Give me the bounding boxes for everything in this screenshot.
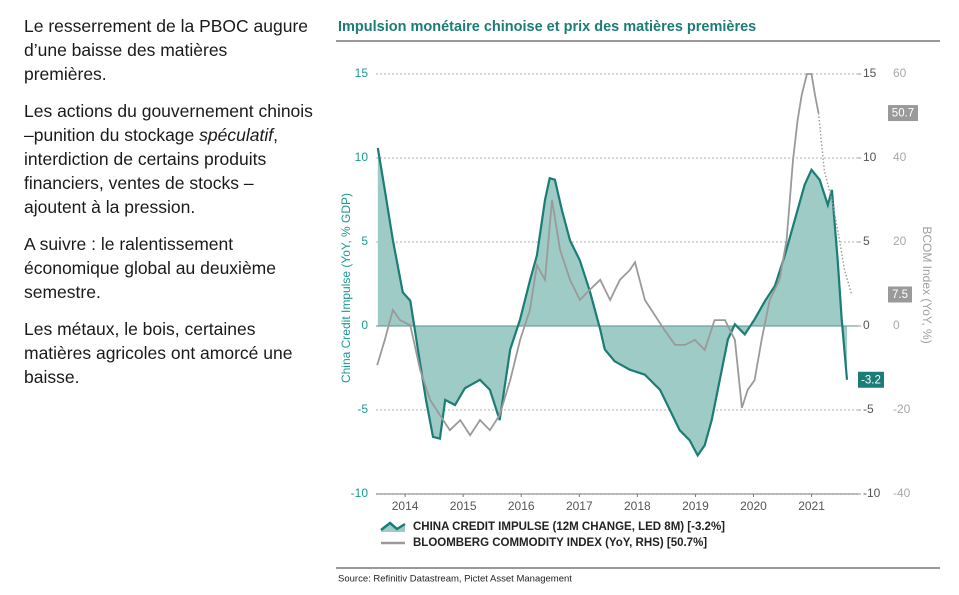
x-tick-label: 2014: [392, 499, 419, 513]
y-tick-label-right: 10: [863, 150, 877, 164]
chart-title: Impulsion monétaire chinoise et prix des…: [338, 19, 756, 35]
y-tick-label-right: -5: [863, 402, 874, 416]
value-label: -3.2: [861, 374, 881, 386]
value-label: 7.5: [892, 289, 908, 301]
y-tick-label-right: 15: [863, 66, 877, 80]
y-tick-label: 15: [355, 66, 369, 80]
y-axis-label: China Credit Impulse (YoY, % GDP): [339, 193, 353, 383]
area: [377, 147, 847, 456]
y-tick-label: 10: [355, 150, 369, 164]
legend-label: CHINA CREDIT IMPULSE (12M CHANGE, LED 8M…: [413, 521, 725, 533]
value-label: 50.7: [892, 108, 914, 120]
y2-tick-label: 40: [893, 150, 907, 164]
x-tick-label: 2020: [740, 499, 767, 513]
series-line: [376, 147, 849, 458]
y2-tick-label: 20: [893, 234, 907, 248]
series-line: [376, 73, 820, 437]
text: , interdiction de certains produits fina…: [24, 125, 278, 217]
x-tick-label: 2017: [566, 499, 593, 513]
y-tick-label: -10: [351, 486, 369, 500]
value-box: [888, 105, 918, 122]
y-tick-label-right: 0: [863, 318, 870, 332]
paragraph: Les actions du gouvernement chinois –pun…: [24, 99, 314, 219]
value-box: [888, 286, 912, 303]
y2-tick-label: 0: [893, 318, 900, 332]
x-tick-label: 2015: [450, 499, 477, 513]
y2-tick-label: 60: [893, 66, 907, 80]
y2-axis-label: BCOM Index (YoY, %): [920, 226, 934, 343]
y-tick-label-right: -10: [863, 486, 881, 500]
y2-tick-label: -40: [893, 486, 911, 500]
text: Les actions du gouvernement chinois –pun…: [24, 101, 313, 145]
x-tick-label: 2016: [508, 499, 535, 513]
paragraph: A suivre : le ralentissement économique …: [24, 234, 276, 302]
y-tick-label: 0: [361, 318, 368, 332]
source: Source: Refinitiv Datastream, Pictet Ass…: [338, 574, 572, 585]
value-box: [858, 371, 884, 388]
legend-line: [380, 521, 406, 531]
emphasis: spéculatif: [199, 125, 274, 145]
paragraph: Les métaux, le bois, certaines matières …: [24, 319, 293, 387]
y-tick-label: -5: [357, 402, 368, 416]
y-tick-label: 5: [361, 234, 368, 248]
x-tick-label: 2018: [624, 499, 651, 513]
x-tick-label: 2019: [682, 499, 709, 513]
legend-swatch: [381, 523, 405, 532]
y2-tick-label: -20: [893, 402, 911, 416]
legend-label: BLOOMBERG COMMODITY INDEX (YoY, RHS) [50…: [413, 537, 707, 549]
paragraph: Le resserrement de la PBOC augure d’une …: [24, 16, 309, 84]
y-tick-label-right: 5: [863, 234, 870, 248]
x-tick-label: 2021: [798, 499, 825, 513]
commentary: Le resserrement de la PBOC augure d’une …: [24, 14, 314, 402]
